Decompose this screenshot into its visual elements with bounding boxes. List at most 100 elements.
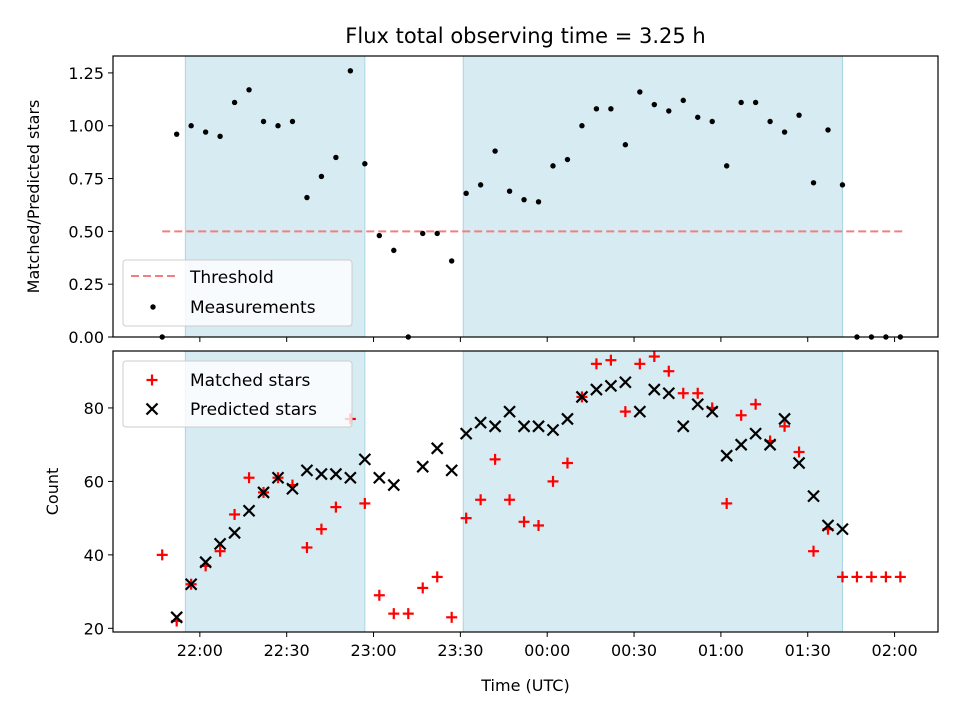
x-tick-label: 01:00 (698, 641, 744, 660)
predicted-stars-point (474, 416, 487, 429)
matched-stars-point (402, 608, 414, 620)
predicted-stars-legend-swatch (145, 402, 159, 416)
predicted-stars-point (416, 460, 430, 473)
matched-stars-point (619, 406, 631, 418)
ratio-y-tick-label: 1.25 (68, 64, 104, 83)
x-tick-label: 23:30 (437, 641, 483, 660)
ratio-panel: 0.00 0.25 0.50 0.75 1.00 1.25 Flux total obse… (24, 24, 939, 347)
predicted-stars-point (749, 427, 762, 440)
predicted-stars-point (430, 442, 444, 455)
matched-stars-point (880, 571, 892, 583)
measurements-legend-swatch (150, 304, 156, 310)
predicted-stars-point (792, 456, 806, 470)
measurement-point (535, 199, 542, 205)
measurement-point (767, 118, 773, 125)
measurement-point (637, 89, 643, 95)
measurement-point (333, 154, 339, 161)
measurement-point (260, 118, 267, 125)
matched-stars-point (330, 501, 342, 513)
x-tick-label: 22:30 (264, 641, 310, 660)
matched-stars-point (243, 472, 255, 484)
x-tick-label: 01:30 (785, 641, 831, 660)
matched-stars-point (561, 457, 573, 469)
predicted-stars-point (532, 420, 545, 433)
measurement-point (695, 114, 701, 120)
matched-stars-point (417, 582, 429, 594)
measurement-point (362, 161, 368, 167)
predicted-stars-point (184, 577, 198, 591)
measurement-point (796, 112, 802, 118)
measurement-point (275, 123, 281, 129)
measurement-point (666, 108, 672, 114)
matched-stars-point (315, 523, 327, 535)
predicted-stars-legend-label: Predicted stars (190, 400, 317, 420)
predicted-stars-point (676, 420, 690, 433)
measurement-point (492, 148, 498, 154)
measurement-point (608, 106, 614, 112)
measurement-point (463, 190, 469, 197)
measurement-point (188, 123, 194, 129)
predicted-stars-point (271, 471, 285, 485)
predicted-stars-point (300, 464, 314, 477)
predicted-stars-point (619, 375, 632, 389)
predicted-stars-point (199, 555, 212, 569)
matched-stars-point (663, 365, 675, 377)
measurement-point (420, 230, 426, 237)
matched-stars-point (677, 387, 689, 399)
matched-stars-point (489, 453, 501, 465)
predicted-stars-point (373, 471, 386, 485)
matched-stars-point (301, 542, 313, 554)
ratio-plot-frame (112, 55, 939, 338)
matched-stars-legend-label: Matched stars (190, 371, 310, 391)
measurement-point (448, 258, 455, 264)
predicted-stars-point (517, 420, 531, 433)
matched-stars-point (229, 508, 241, 520)
matched-stars-point (156, 549, 168, 561)
matched-stars-point (894, 571, 906, 583)
time-x-axis-label: Time (UTC) (480, 676, 569, 695)
predicted-stars-point (604, 379, 618, 393)
matched-stars-point (721, 497, 733, 509)
predicted-stars-point (807, 489, 820, 503)
count-legend: Matched stars Predicted stars (122, 360, 353, 428)
count-plot-frame (112, 350, 939, 633)
measurement-point (246, 87, 252, 93)
measurement-point (550, 163, 556, 169)
matched-stars-point (634, 358, 646, 370)
matched-stars-legend-marker (146, 374, 158, 386)
ratio-y-tick-label: 0.50 (68, 222, 104, 241)
measurement-point (781, 129, 788, 135)
predicted-stars-point (763, 438, 777, 451)
x-tick-label: 22:00 (177, 641, 223, 660)
threshold-legend-label: Threshold (189, 268, 274, 288)
matched-stars-point (793, 446, 805, 458)
matched-stars-point (692, 387, 704, 399)
matched-stars-point (865, 571, 877, 583)
measurement-point (579, 123, 585, 129)
predicted-stars-point (720, 449, 733, 462)
measurement-point (506, 188, 513, 194)
measurement-point (593, 106, 600, 112)
predicted-stars-point (387, 478, 401, 492)
measurement-point (434, 230, 440, 237)
matched-stars-legend-swatch (146, 374, 158, 386)
predicted-stars-point (170, 611, 183, 624)
count-panel: 20 40 60 80 22:00 22:30 23:00 23:30 00:00 00:30 0… (43, 350, 939, 695)
measurement-point (839, 182, 846, 188)
measurement-point (680, 97, 686, 104)
measurement-point (810, 180, 817, 186)
predicted-stars-point (503, 405, 516, 418)
x-tick-label: 02:00 (872, 641, 918, 660)
count-y-tick-label: 80 (84, 399, 104, 418)
measurement-point (304, 194, 310, 201)
matched-stars-point (735, 409, 747, 421)
count-observing-window-2 (463, 351, 843, 632)
predicted-stars-point (286, 482, 299, 496)
measurement-point (376, 232, 383, 239)
measurement-point (564, 156, 571, 163)
ratio-observing-window-2 (463, 56, 843, 337)
measurement-point (231, 99, 238, 106)
matched-stars-point (851, 571, 863, 583)
measurements-legend-label: Measurements (190, 298, 316, 318)
